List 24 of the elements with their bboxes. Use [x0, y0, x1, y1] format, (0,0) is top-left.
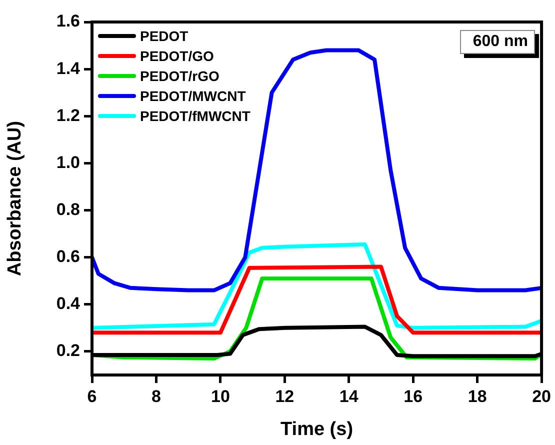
- x-tick-label: 18: [468, 386, 487, 406]
- legend-label: PEDOT/rGO: [140, 67, 220, 86]
- y-tick-label: 0.8: [56, 200, 80, 219]
- x-tick-label: 14: [339, 386, 359, 406]
- y-tick-label: 1.2: [56, 106, 80, 125]
- y-axis-title: Absorbance (AU): [4, 120, 26, 276]
- x-axis-title: Time (s): [280, 418, 354, 440]
- y-tick-label: 1.0: [56, 152, 80, 172]
- legend-label: PEDOT/MWCNT: [140, 87, 246, 106]
- x-tick-label: 12: [275, 386, 294, 406]
- x-tick-label: 10: [210, 386, 230, 406]
- y-tick-label: 0.2: [56, 341, 80, 360]
- y-tick-label: 1.4: [56, 58, 81, 78]
- y-tick-label: 1.6: [56, 12, 80, 31]
- x-tick-label: 8: [151, 386, 161, 406]
- y-tick-label: 0.4: [56, 294, 81, 314]
- legend-label: PEDOT/fMWCNT: [140, 107, 250, 126]
- annotation: 600 nm: [460, 30, 535, 54]
- legend-label: PEDOT: [140, 27, 188, 46]
- x-tick-label: 16: [404, 386, 423, 406]
- legend-label: PEDOT/GO: [140, 47, 214, 66]
- y-tick-label: 0.6: [56, 247, 80, 266]
- x-tick-label: 20: [532, 386, 552, 406]
- x-tick-label: 6: [87, 386, 97, 406]
